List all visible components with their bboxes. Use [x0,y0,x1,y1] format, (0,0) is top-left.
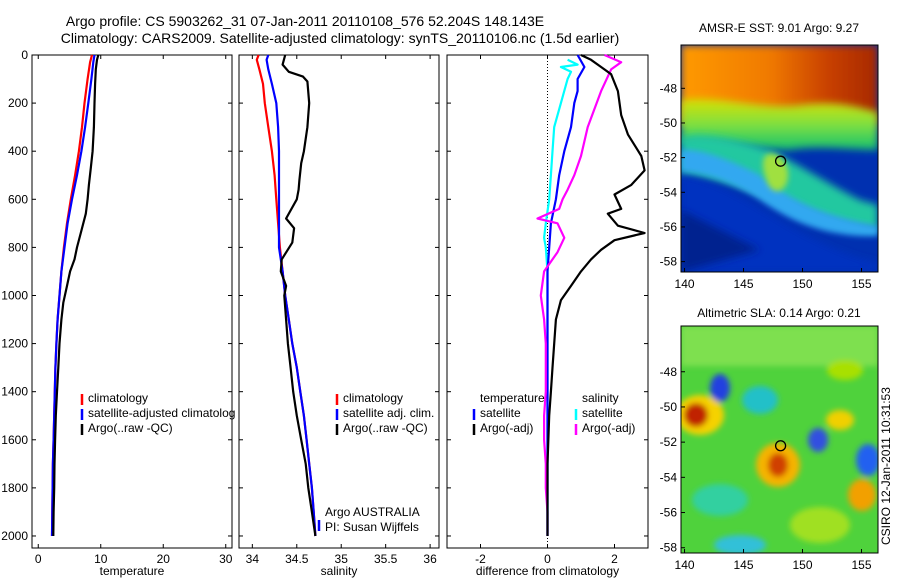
x-tick-label: 155 [851,277,871,291]
legend-label: satellite-adjusted climatolog [88,406,235,420]
y-tick-label: -54 [660,185,678,199]
y-tick-label: -54 [660,470,678,484]
y-tick-label: -50 [660,400,678,414]
sla-argo-marker [774,440,787,452]
x-tick-label: 155 [851,558,871,572]
y-tick-label: 1200 [1,337,28,351]
figure-title-line1: Argo profile: CS 5903262_31 07-Jan-2011 … [66,13,544,29]
legend-label: temperature [480,391,545,405]
y-tick-label: -58 [660,541,678,555]
x-tick-label: 0 [544,552,551,566]
x-tick-label: 2 [611,552,618,566]
y-tick-label: -48 [660,81,678,95]
series-line [265,54,317,537]
sla-heatmap-image [681,326,878,553]
x-tick-label: 140 [675,277,695,291]
legend-label: salinity [582,391,619,405]
side-timestamp: CSIRO 12-Jan-2011 10:31:53 [879,387,893,545]
sla-map-panel: Altimetric SLA: 0.14 Argo: 0.21 [660,306,879,572]
y-tick-label: 1600 [1,433,28,447]
annotation-text: Argo AUSTRALIA [325,505,420,519]
x-tick-label: 150 [792,277,812,291]
legend-label: satellite [480,406,521,420]
series-line [52,54,100,537]
legend-label: satellite [582,406,623,420]
sla-map-title: Altimetric SLA: 0.14 Argo: 0.21 [697,306,861,320]
legend-label: climatology [343,391,403,405]
y-tick-label: -48 [660,365,678,379]
salinity-panel: 34 34.5 35 35.5 36 salinity climatologysatelli… [238,54,440,578]
legend-label: climatology [88,391,148,405]
x-tick-label: 145 [734,558,754,572]
x-axis-label: temperature [100,564,165,578]
y-tick-label: -52 [660,151,678,165]
sst-map-frame [680,44,879,273]
y-tick-label: 800 [8,240,28,254]
x-axis-label: salinity [321,564,358,578]
x-tick-label: 34 [246,552,260,566]
x-axis-label: difference from climatology [476,564,619,578]
x-tick-label: 140 [675,558,695,572]
y-tick-label: 2000 [1,529,28,543]
x-tick-label: -2 [475,552,486,566]
plot-frame [31,54,233,549]
sla-map-axes: 140 145 150 155 -48 -50 -52 -54 -56 -58 [660,365,872,572]
y-tick-label: 0 [21,48,28,62]
x-tick-label: 0 [35,552,42,566]
y-tick-label: -50 [660,116,678,130]
x-tick-label: 30 [219,552,233,566]
x-tick-label: 10 [94,552,108,566]
x-tick-label: 145 [734,277,754,291]
series-line [279,54,317,537]
x-tick-label: 36 [423,552,437,566]
series-line [536,53,623,536]
sst-map-axes: 140 145 150 155 -48 -50 -52 -54 -56 -58 [660,81,872,291]
y-tick-label: -58 [660,255,678,269]
x-tick-label: 150 [792,558,812,572]
x-tick-label: 20 [157,552,171,566]
x-tick-label: 35 [335,552,349,566]
x-tick-label: 35.5 [374,552,398,566]
y-tick-label: -56 [660,220,678,234]
sst-heatmap-image [681,45,878,272]
series-line [546,54,646,536]
x-tick-label: 34.5 [285,552,309,566]
legend-label: Argo(..raw -QC) [343,421,428,435]
y-tick-label: 600 [8,192,28,206]
sst-map-panel: AMSR-E SST: 9.01 Argo: 9.27 140 145 150 155… [660,21,879,291]
y-tick-label: 1400 [1,385,28,399]
sla-map-frame [680,325,879,554]
figure-title-line2: Climatology: CARS2009. Satellite-adjuste… [61,30,619,46]
y-tick-label: 1000 [1,288,28,302]
temperature-panel: 0 200 400 600 800 1000 1200 1400 1600 1800 2000 0 10… [1,48,235,578]
legend-label: Argo(-adj) [582,421,635,435]
y-tick-label: 1800 [1,481,28,495]
y-tick-label: 200 [8,96,28,110]
series-line [50,54,96,537]
annotation-text: PI: Susan Wijffels [325,520,419,534]
plot-frame [238,54,440,549]
y-tick-label: 400 [8,144,28,158]
y-tick-label: -52 [660,435,678,449]
legend-label: satellite adj. clim. [343,406,434,420]
sst-argo-marker [774,155,787,167]
legend-label: Argo(-adj) [480,421,533,435]
legend-label: Argo(..raw -QC) [88,421,173,435]
y-tick-label: -56 [660,506,678,520]
sst-map-title: AMSR-E SST: 9.01 Argo: 9.27 [699,21,859,35]
